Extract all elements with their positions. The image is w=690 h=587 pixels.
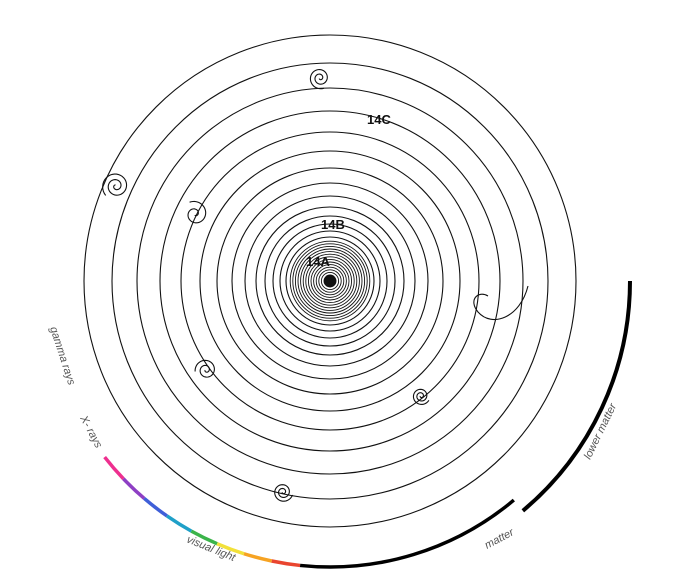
ring bbox=[310, 261, 350, 301]
ring bbox=[264, 215, 396, 347]
spectrum-segment bbox=[103, 456, 125, 480]
curl bbox=[412, 388, 430, 405]
ring bbox=[199, 150, 461, 412]
center-core bbox=[324, 275, 336, 287]
ring bbox=[313, 264, 347, 298]
ring bbox=[279, 230, 381, 332]
ring bbox=[315, 266, 345, 296]
ring bbox=[83, 34, 577, 528]
ring bbox=[180, 131, 480, 431]
label-14c: 14C bbox=[367, 112, 391, 127]
spectrum-arc bbox=[103, 456, 301, 568]
label-14b: 14B bbox=[321, 217, 345, 232]
curl bbox=[309, 68, 328, 90]
ring bbox=[294, 245, 366, 317]
spectrum-segment bbox=[165, 514, 193, 533]
ring bbox=[111, 62, 549, 500]
ring bbox=[302, 253, 358, 309]
ring bbox=[305, 256, 355, 306]
ring bbox=[216, 167, 444, 395]
spectrum-segment bbox=[271, 559, 301, 568]
curl bbox=[102, 173, 128, 196]
ring bbox=[289, 240, 371, 322]
concentric-rings bbox=[83, 34, 577, 528]
curl-spirals bbox=[102, 68, 529, 502]
ring bbox=[255, 206, 405, 356]
label-visual-light: visual light bbox=[185, 534, 238, 565]
hook-curl bbox=[473, 285, 529, 321]
spectrum-segment bbox=[243, 552, 273, 563]
ring bbox=[320, 271, 340, 291]
ring bbox=[292, 243, 368, 319]
ring bbox=[231, 182, 429, 380]
label-14a: 14A bbox=[306, 254, 330, 269]
label-x-rays: X- rays bbox=[77, 413, 105, 451]
lower-matter-arc bbox=[521, 280, 632, 513]
spectrum-segment bbox=[216, 542, 245, 556]
ring bbox=[318, 269, 342, 293]
ring bbox=[297, 248, 363, 314]
label-matter: matter bbox=[483, 526, 517, 552]
ring bbox=[272, 223, 388, 339]
curl bbox=[187, 200, 207, 224]
ring bbox=[307, 258, 353, 304]
ring bbox=[244, 195, 416, 367]
ring bbox=[285, 236, 375, 326]
curl bbox=[194, 359, 215, 378]
curl bbox=[274, 484, 294, 502]
ring bbox=[300, 251, 360, 311]
label-gamma-rays: gamma rays bbox=[47, 325, 77, 387]
ring bbox=[159, 110, 501, 452]
spectrum-segment bbox=[143, 497, 168, 518]
spectrum-segment bbox=[122, 477, 146, 500]
spectrum-segment bbox=[190, 529, 218, 546]
matter-arc bbox=[299, 498, 515, 569]
ring bbox=[136, 87, 524, 475]
